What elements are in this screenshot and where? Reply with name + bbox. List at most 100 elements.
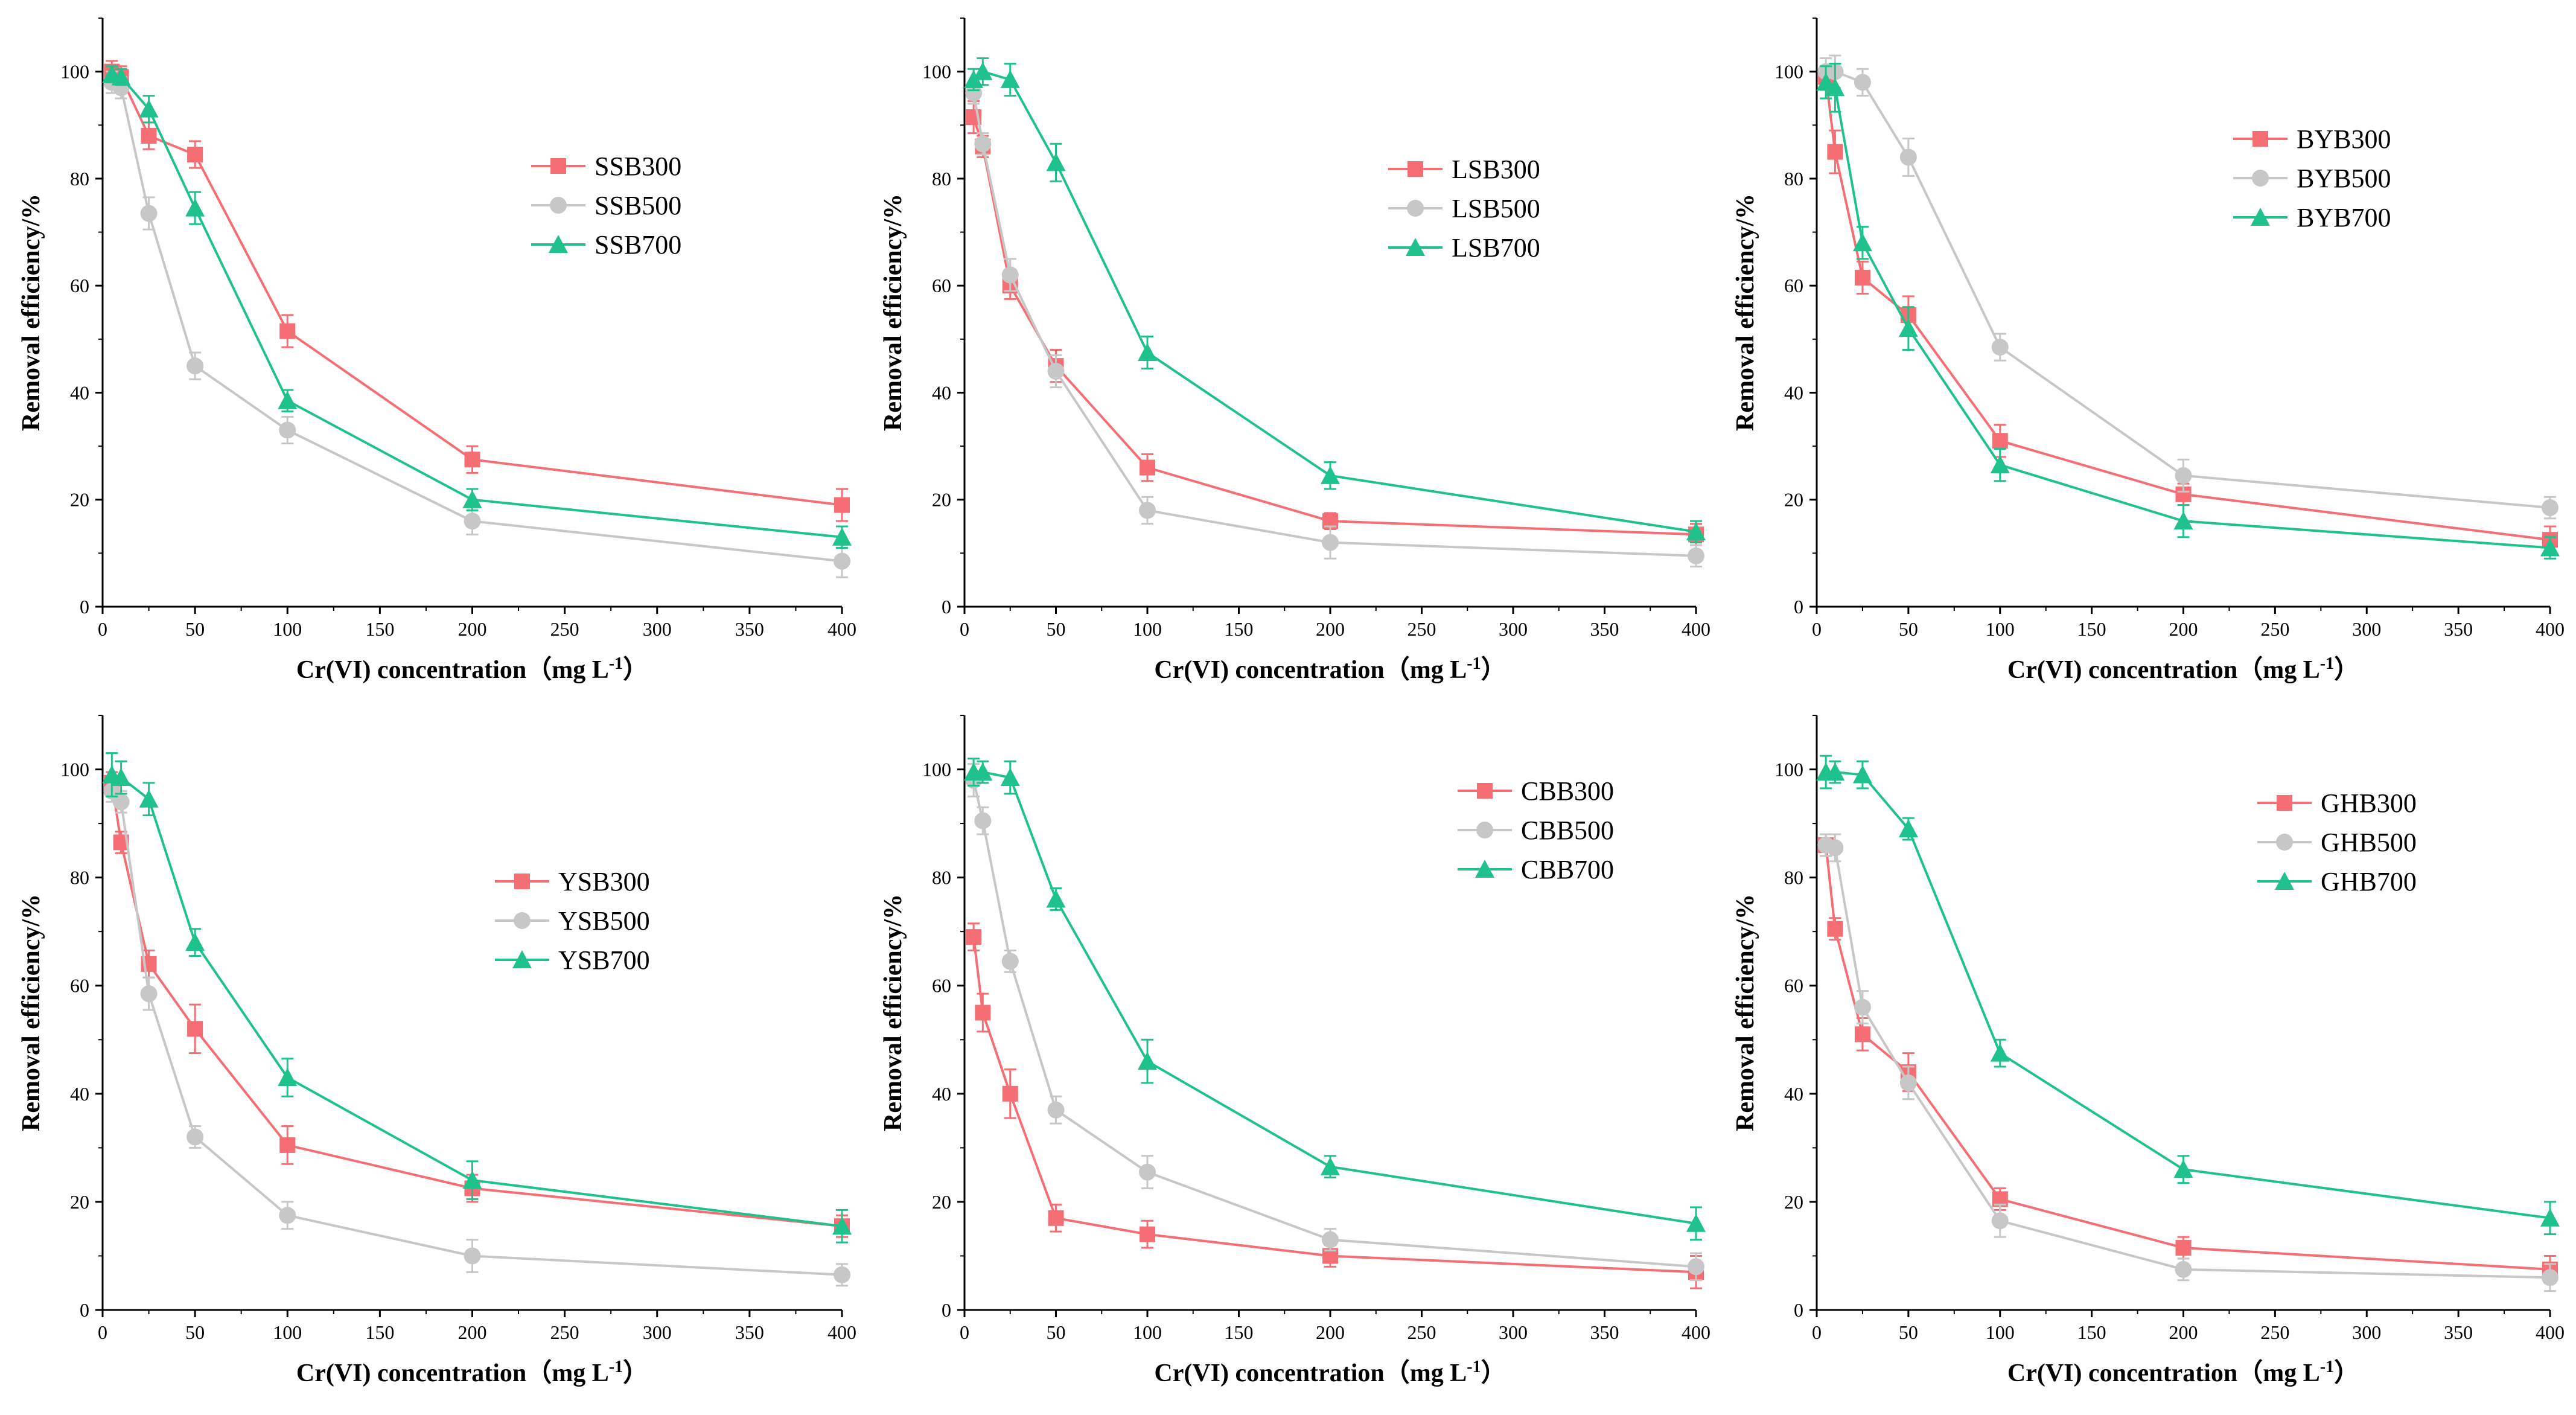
- y-axis-title: Removal efficiency/%: [1732, 894, 1759, 1131]
- data-point: [185, 198, 205, 217]
- x-tick-label: 100: [1986, 618, 2015, 640]
- data-point: [111, 767, 131, 786]
- x-axis-title: Cr(VI) concentration（mg L-1）: [296, 654, 648, 685]
- x-tick-label: 250: [550, 618, 579, 640]
- series-BYB700: [1816, 62, 2560, 560]
- data-point: [832, 1216, 852, 1235]
- x-axis-title: Cr(VI) concentration（mg L-1）: [2007, 1358, 2359, 1388]
- x-tick-label: 150: [2077, 1321, 2106, 1343]
- legend-marker: [550, 197, 567, 214]
- x-tick-label: 300: [1499, 1321, 1528, 1343]
- data-point: [1852, 765, 1872, 784]
- x-tick-label: 0: [98, 1321, 107, 1343]
- x-tick-label: 200: [1316, 618, 1345, 640]
- series-GHB500: [1817, 833, 2558, 1292]
- legend-label: CBB700: [1521, 855, 1614, 884]
- data-point: [2540, 538, 2560, 557]
- x-tick-label: 150: [365, 1321, 394, 1343]
- x-tick-label: 200: [458, 1321, 487, 1343]
- legend: GHB300 GHB500 GHB700: [2257, 788, 2417, 896]
- series-line: [1826, 771, 2551, 1219]
- legend-label: GHB300: [2321, 788, 2417, 818]
- x-tick-label: 300: [643, 618, 672, 640]
- x-tick-label: 250: [2260, 618, 2289, 640]
- x-axis-title: Cr(VI) concentration（mg L-1）: [2007, 654, 2359, 685]
- series-line: [972, 92, 1697, 557]
- x-tick-label: 150: [2077, 618, 2106, 640]
- y-tick-label: 0: [942, 1299, 951, 1321]
- data-point: [1001, 266, 1019, 284]
- x-tick-label: 400: [2536, 1321, 2565, 1343]
- y-tick-label: 100: [1774, 759, 1803, 781]
- data-point: [1321, 1157, 1340, 1175]
- y-tick-label: 40: [70, 382, 89, 403]
- x-tick-label: 250: [1408, 618, 1436, 640]
- legend-label: BYB300: [2297, 124, 2391, 154]
- data-point: [832, 527, 852, 546]
- legend: BYB300 BYB500 BYB700: [2233, 124, 2391, 232]
- series-GHB700: [1816, 755, 2560, 1236]
- series-SSB300: [104, 60, 850, 522]
- legend-marker: [2251, 208, 2270, 226]
- x-tick-label: 0: [960, 1321, 969, 1343]
- legend-marker: [2252, 131, 2268, 147]
- chart-panel-3: 0 50 100 150 200 250 300 350 400 0 20 40 60 80 100 Cr(V…: [1732, 18, 2565, 684]
- y-tick-label: 20: [932, 489, 951, 511]
- data-point: [2175, 467, 2192, 484]
- data-point: [966, 929, 982, 945]
- x-tick-label: 400: [1682, 1321, 1710, 1343]
- legend-label: LSB300: [1452, 155, 1540, 184]
- data-point: [1047, 363, 1065, 380]
- x-axis-title: Cr(VI) concentration（mg L-1）: [296, 1358, 648, 1388]
- series-GHB300: [1818, 833, 2558, 1284]
- x-tick-label: 300: [1499, 618, 1528, 640]
- data-point: [278, 1067, 298, 1086]
- data-point: [1688, 547, 1704, 564]
- y-tick-label: 60: [932, 975, 951, 997]
- data-point: [2542, 499, 2558, 517]
- y-axis-title: Removal efficiency/%: [879, 194, 907, 431]
- data-point: [1000, 69, 1020, 88]
- data-point: [2173, 1160, 2193, 1178]
- series-line: [111, 73, 843, 538]
- data-point: [1138, 1052, 1157, 1070]
- series-YSB700: [102, 752, 852, 1244]
- data-point: [973, 762, 993, 781]
- legend-marker: [514, 874, 530, 889]
- x-tick-label: 200: [2169, 1321, 2198, 1343]
- data-point: [112, 793, 130, 811]
- chart-panel-2: 0 50 100 150 200 250 300 350 400 0 20 40 60 80 100 Cr(V…: [879, 18, 1710, 684]
- y-tick-label: 0: [80, 1299, 89, 1321]
- series-SSB700: [102, 65, 852, 549]
- legend: SSB300 SSB500 SSB700: [531, 152, 681, 260]
- data-point: [1140, 459, 1155, 476]
- legend-label: BYB500: [2297, 164, 2391, 193]
- y-tick-label: 100: [60, 61, 89, 83]
- legend-marker: [512, 950, 532, 968]
- data-point: [1001, 953, 1019, 970]
- legend-label: SSB700: [595, 230, 681, 260]
- data-point: [1321, 465, 1340, 484]
- x-tick-label: 300: [2352, 618, 2381, 640]
- data-point: [1990, 455, 2010, 474]
- data-point: [2540, 1208, 2560, 1227]
- y-tick-label: 0: [1794, 596, 1803, 618]
- x-tick-label: 100: [1986, 1321, 2015, 1343]
- y-tick-label: 0: [942, 596, 951, 618]
- series-CBB500: [965, 763, 1704, 1282]
- data-point: [464, 513, 481, 530]
- legend-marker: [1406, 238, 1425, 256]
- data-point: [1827, 144, 1843, 160]
- data-point: [1991, 339, 2009, 356]
- series-line: [972, 117, 1697, 536]
- chart-panel-6: 0 50 100 150 200 250 300 350 400 0 20 40 60 80 100 Cr(V…: [1732, 715, 2565, 1387]
- y-tick-label: 80: [932, 867, 951, 889]
- x-tick-label: 400: [1682, 618, 1710, 640]
- x-tick-label: 200: [1316, 1321, 1345, 1343]
- data-point: [1898, 819, 1918, 838]
- x-tick-label: 400: [2536, 618, 2565, 640]
- legend-marker: [1477, 783, 1493, 799]
- x-tick-label: 350: [2444, 1321, 2473, 1343]
- x-tick-label: 250: [550, 1321, 579, 1343]
- x-tick-label: 150: [1225, 1321, 1254, 1343]
